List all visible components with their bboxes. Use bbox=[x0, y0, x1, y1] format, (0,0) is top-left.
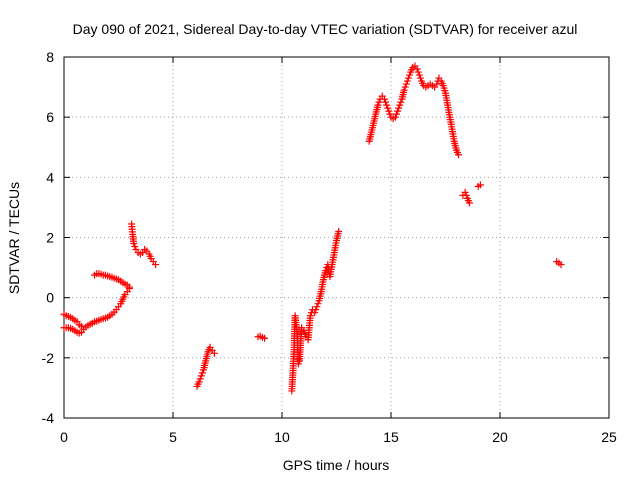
data-point bbox=[392, 110, 400, 118]
data-point bbox=[335, 227, 343, 235]
data-point bbox=[382, 98, 390, 106]
data-point bbox=[306, 312, 314, 320]
data-point bbox=[314, 300, 322, 308]
data-point bbox=[311, 309, 319, 317]
data-point bbox=[198, 369, 206, 377]
data-point bbox=[391, 113, 399, 121]
data-point bbox=[461, 188, 469, 196]
data-point bbox=[397, 98, 405, 106]
data-point bbox=[413, 65, 421, 73]
y-tick-label: 8 bbox=[46, 49, 54, 65]
data-point bbox=[557, 261, 565, 269]
data-point bbox=[313, 303, 321, 311]
data-point bbox=[300, 327, 308, 335]
data-point bbox=[465, 199, 473, 207]
data-point bbox=[195, 378, 203, 386]
data-point bbox=[152, 261, 160, 269]
data-point bbox=[210, 349, 218, 357]
x-tick-label: 25 bbox=[601, 429, 617, 445]
data-point bbox=[455, 151, 463, 159]
y-tick-label: 4 bbox=[46, 169, 54, 185]
data-point bbox=[385, 107, 393, 115]
data-point bbox=[404, 74, 412, 82]
data-point bbox=[415, 71, 423, 79]
data-point bbox=[312, 306, 320, 314]
data-point bbox=[196, 375, 204, 383]
data-point bbox=[301, 330, 309, 338]
y-axis-label: SDTVAR / TECUs bbox=[6, 182, 22, 294]
data-point bbox=[322, 267, 330, 275]
data-point bbox=[396, 101, 404, 109]
data-point bbox=[130, 240, 138, 248]
y-tick-label: -4 bbox=[42, 410, 55, 426]
x-tick-label: 5 bbox=[169, 429, 177, 445]
data-point bbox=[197, 372, 205, 380]
data-point bbox=[403, 77, 411, 85]
x-axis-label: GPS time / hours bbox=[283, 457, 390, 473]
data-point bbox=[386, 110, 394, 118]
data-point bbox=[414, 68, 422, 76]
data-point bbox=[406, 71, 414, 79]
data-point bbox=[395, 104, 403, 112]
x-tick-label: 0 bbox=[60, 429, 68, 445]
data-point bbox=[402, 80, 410, 88]
axis-ticks: 0 5 10 15 20 25 -4 -2 0 2 4 6 8 bbox=[42, 49, 617, 445]
y-tick-label: -2 bbox=[42, 350, 55, 366]
data-point bbox=[125, 283, 133, 291]
data-point bbox=[400, 86, 408, 94]
data-point bbox=[261, 334, 269, 342]
y-tick-label: 2 bbox=[46, 230, 54, 246]
data-point bbox=[294, 360, 302, 368]
data-point bbox=[380, 95, 388, 103]
data-point bbox=[131, 243, 139, 251]
x-tick-label: 20 bbox=[492, 429, 508, 445]
chart-title: Day 090 of 2021, Sidereal Day-to-day VTE… bbox=[73, 21, 578, 37]
data-point bbox=[401, 83, 409, 91]
data-point bbox=[374, 101, 382, 109]
data-point bbox=[394, 107, 402, 115]
y-tick-label: 6 bbox=[46, 109, 54, 125]
data-point bbox=[476, 181, 484, 189]
y-tick-label: 0 bbox=[46, 290, 54, 306]
data-point bbox=[384, 104, 392, 112]
data-point bbox=[462, 191, 470, 199]
data-point bbox=[433, 80, 441, 88]
data-point bbox=[416, 74, 424, 82]
data-point bbox=[383, 101, 391, 109]
x-tick-label: 10 bbox=[274, 429, 290, 445]
x-tick-label: 15 bbox=[383, 429, 399, 445]
data-points bbox=[60, 62, 565, 395]
data-point bbox=[375, 98, 383, 106]
